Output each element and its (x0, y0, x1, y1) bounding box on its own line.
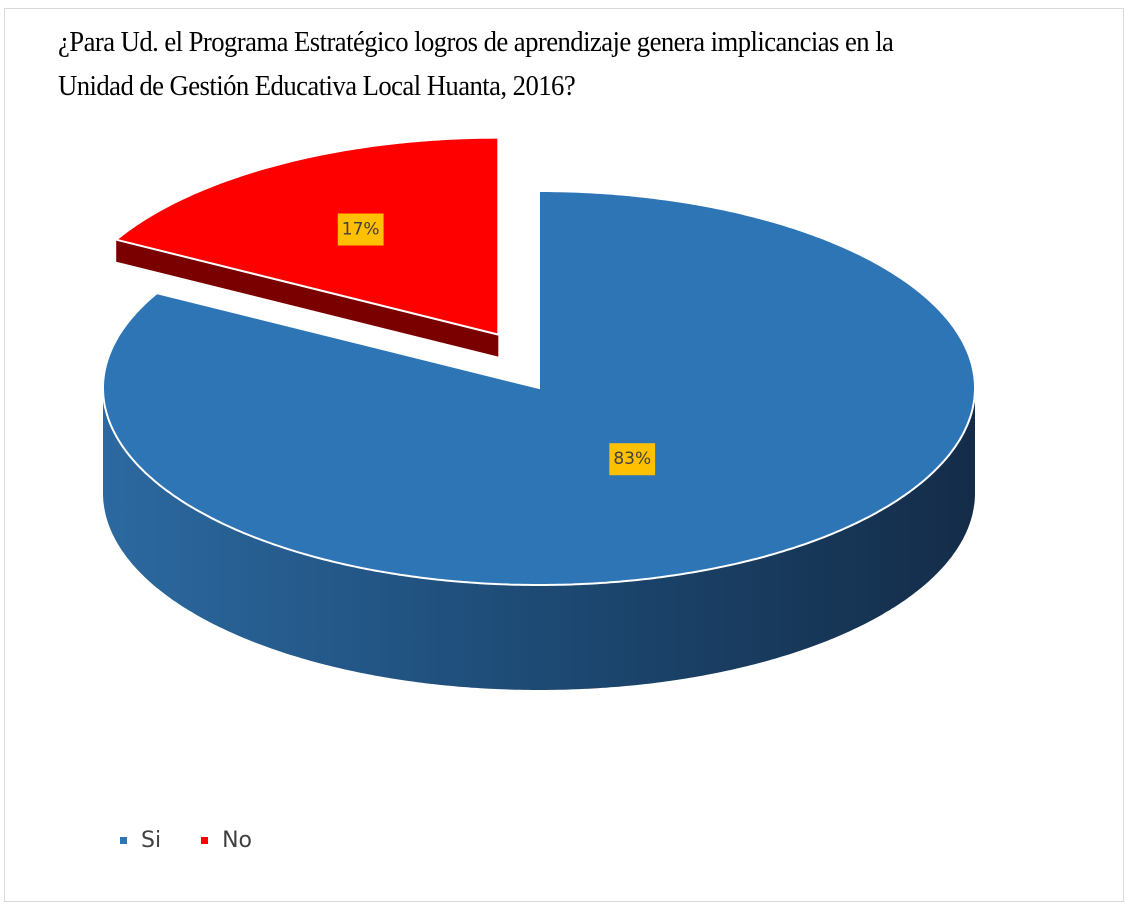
legend-item: Si (120, 828, 161, 853)
legend-label: Si (141, 828, 162, 853)
slice-side (103, 388, 975, 690)
value-label: 83% (613, 449, 651, 469)
pie-slice (114, 136, 500, 336)
value-label-bg (609, 443, 656, 476)
legend-swatch (201, 837, 209, 844)
pie-slice (102, 190, 976, 586)
value-label: 17% (342, 220, 380, 240)
chart-title: ¿Para Ud. el Programa Estratégico logros… (58, 26, 894, 102)
legend-swatch (120, 837, 127, 844)
value-label-bg (337, 213, 384, 246)
legend-label: No (222, 828, 252, 853)
slice-wall (116, 239, 499, 357)
chart-frame (4, 8, 1124, 902)
legend: Si No (120, 828, 252, 853)
legend-item: No (201, 828, 252, 853)
